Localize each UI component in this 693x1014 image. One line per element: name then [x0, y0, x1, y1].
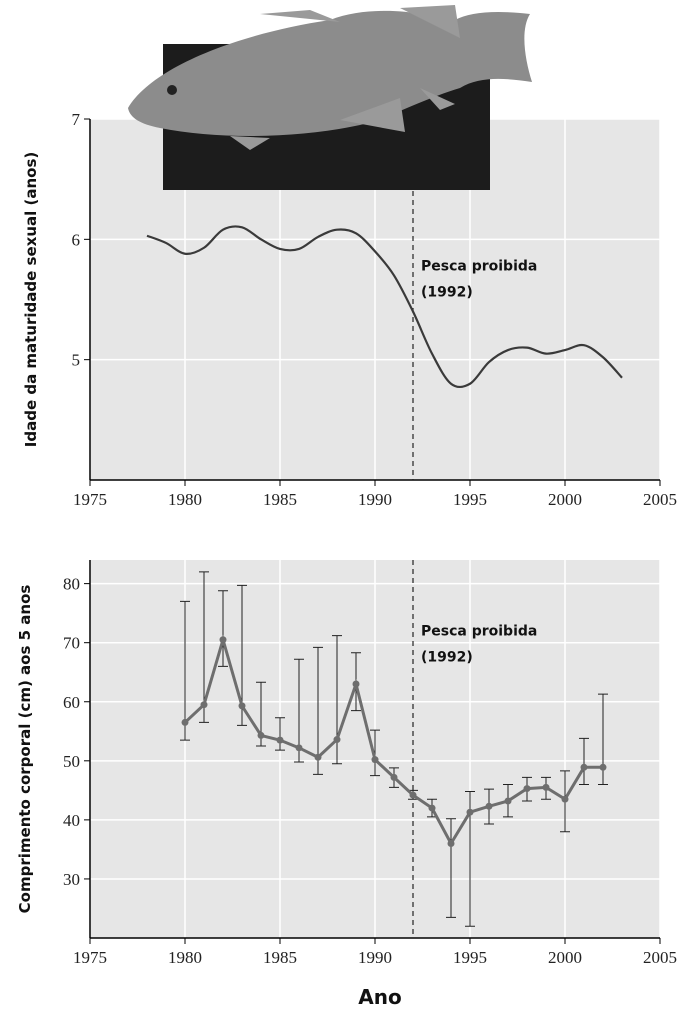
error-bar	[579, 737, 589, 785]
point	[447, 840, 455, 847]
error-bar	[313, 646, 323, 775]
point	[542, 783, 550, 791]
point	[561, 795, 569, 803]
x-tick-label: 2000	[548, 948, 582, 967]
point	[485, 802, 493, 810]
point	[219, 636, 227, 644]
point	[428, 804, 436, 812]
point	[371, 756, 379, 764]
y-tick-label: 80	[63, 575, 80, 594]
x-tick-label: 1990	[358, 948, 392, 967]
annotation: Pesca proibida	[421, 624, 537, 640]
x-tick-label: 1980	[168, 490, 202, 509]
x-tick-label: 1980	[168, 948, 202, 967]
point	[599, 763, 607, 771]
x-tick-label: 1975	[73, 948, 107, 967]
error-bar	[275, 717, 285, 751]
point	[504, 797, 512, 805]
series-line	[146, 225, 623, 389]
annotation: (1992)	[421, 650, 473, 666]
y-tick-label: 30	[63, 870, 80, 889]
y-axis-label: Comprimento corporal (cm) aos 5 anos	[16, 585, 34, 914]
point	[238, 702, 246, 710]
y-tick-label: 6	[72, 230, 81, 249]
point	[257, 731, 265, 739]
error-bar	[218, 590, 228, 667]
point	[523, 785, 531, 793]
error-bar	[180, 600, 190, 741]
y-tick-label: 70	[63, 634, 80, 653]
point	[314, 753, 322, 761]
x-tick-label: 1995	[453, 490, 487, 509]
y-axis-label: Idade da maturidade sexual (anos)	[22, 152, 40, 447]
x-tick-label: 2005	[643, 948, 677, 967]
error-bar	[199, 571, 209, 723]
point	[295, 744, 303, 752]
x-tick-label: 1995	[453, 948, 487, 967]
y-tick-label: 50	[63, 752, 80, 771]
point	[181, 718, 189, 726]
x-tick-label: 1985	[263, 490, 297, 509]
x-tick-label: 2000	[548, 490, 582, 509]
annotation: Pesca proibida	[421, 259, 537, 275]
x-tick-label: 2005	[643, 490, 677, 509]
point	[409, 791, 417, 799]
y-tick-label: 5	[72, 351, 81, 370]
error-bar	[446, 818, 456, 918]
fish-eye	[167, 85, 177, 95]
point	[200, 701, 208, 709]
y-tick-label: 60	[63, 693, 80, 712]
y-tick-label: 7	[72, 110, 81, 129]
chart-length: 1975 1980 1985 1990 1995 2000 2005 30 40 50 60 70 80…	[16, 560, 677, 967]
x-axis-label: Ano	[358, 985, 401, 1009]
y-tick-label: 40	[63, 811, 80, 830]
fish-photo	[128, 5, 532, 190]
point	[333, 736, 341, 744]
x-tick-label: 1975	[73, 490, 107, 509]
x-tick-label: 1985	[263, 948, 297, 967]
error-bar	[370, 729, 380, 777]
fish-body	[128, 10, 532, 136]
point	[276, 736, 284, 744]
point	[466, 808, 474, 816]
point	[352, 680, 360, 688]
annotation: (1992)	[421, 285, 473, 301]
point	[580, 763, 588, 771]
fish-fins	[230, 5, 460, 150]
x-tick-label: 1990	[358, 490, 392, 509]
point	[390, 773, 398, 781]
